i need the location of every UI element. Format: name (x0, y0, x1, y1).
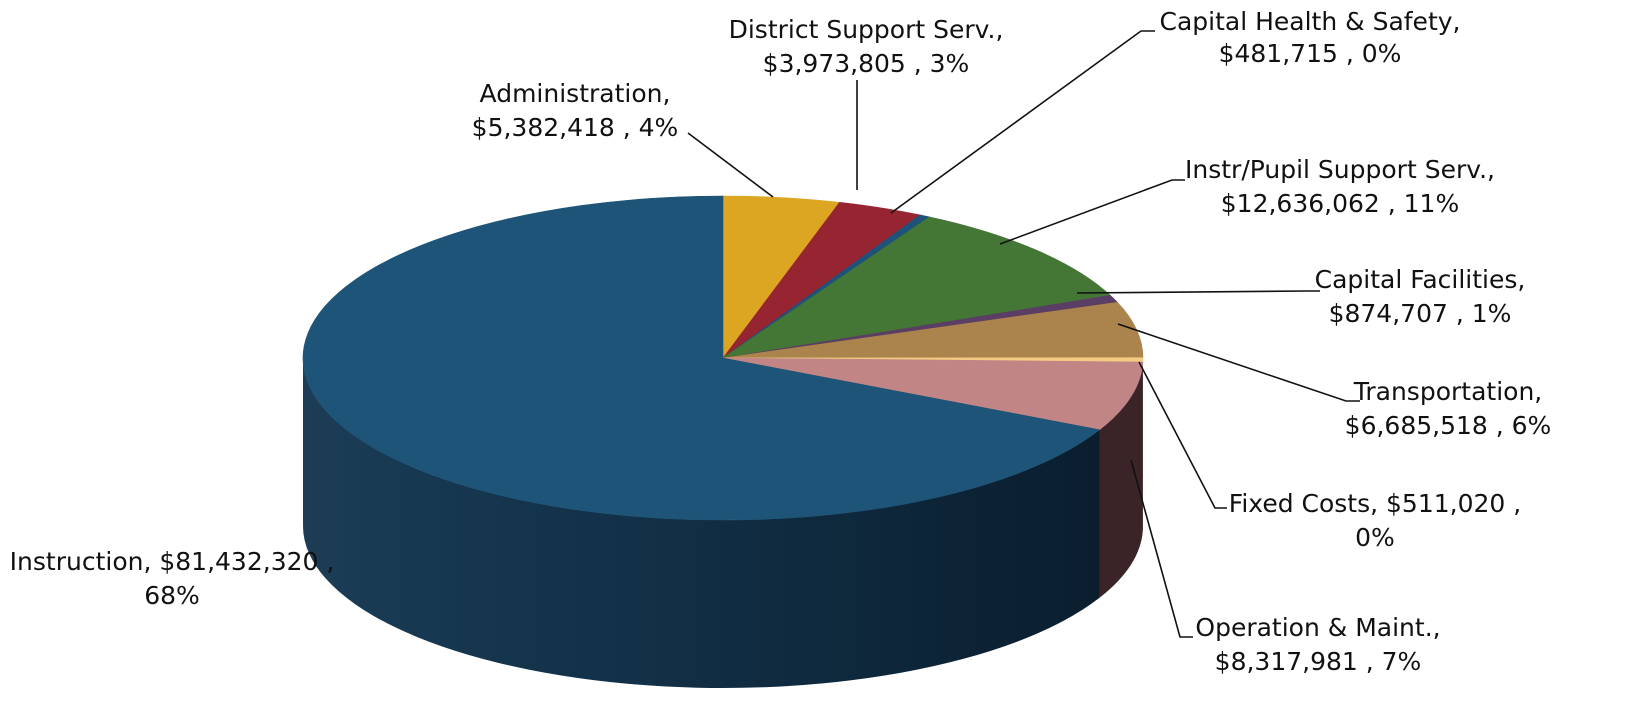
leader-line-transportation (1117, 323, 1360, 402)
pie-slice-instr-pupil-support-serv (722, 216, 1111, 359)
slice-value-label-district-support-serv: $3,973,805 , 3% (763, 49, 970, 78)
slice-label-administration: Administration, (480, 79, 671, 108)
slice-value-label-capital-facilities: $874,707 , 1% (1329, 299, 1512, 328)
leader-line-instr-pupil-support-serv (999, 179, 1185, 245)
pie-slice-instruction (302, 195, 1101, 521)
slice-label-capital-health-safety: Capital Health & Safety, (1159, 7, 1460, 36)
pie-slice-operation-maint (722, 357, 1144, 431)
leader-line-capital-facilities (1076, 290, 1320, 294)
slice-label-district-support-serv: District Support Serv., (729, 15, 1004, 44)
pie-labels-layer: Administration, $5,382,418 , 4% District S… (10, 7, 1552, 676)
slice-value-label-transportation: $6,685,518 , 6% (1345, 411, 1552, 440)
leader-line-capital-health-safety (890, 30, 1155, 214)
slice-label-instr-pupil-support-serv: Instr/Pupil Support Serv., (1185, 155, 1495, 184)
slice-label-capital-facilities: Capital Facilities, (1315, 265, 1526, 294)
pie-leader-lines-layer (687, 30, 1360, 638)
pie-side-instruction (303, 358, 1100, 689)
leader-line-operation-maint (1130, 459, 1193, 638)
slice-label-transportation: Transportation, (1353, 377, 1542, 406)
slice-value-label-instr-pupil-support-serv: $12,636,062 , 11% (1221, 189, 1459, 218)
slice-value-label-capital-health-safety: $481,715 , 0% (1219, 39, 1402, 68)
slice-label-instruction: Instruction, $81,432,320 , (10, 547, 335, 576)
slice-value-label-administration: $5,382,418 , 4% (472, 113, 679, 142)
slice-label-operation-maint: Operation & Maint., (1195, 613, 1440, 642)
slice-value-label-operation-maint: $8,317,981 , 7% (1215, 647, 1422, 676)
leader-line-administration (687, 132, 774, 198)
pie-slices-layer (302, 195, 1144, 521)
slice-value-label-fixed-costs: 0% (1355, 523, 1395, 552)
leader-line-fixed-costs (1138, 361, 1227, 509)
slice-label-fixed-costs: Fixed Costs, $511,020 , (1229, 489, 1521, 518)
slice-value-label-instruction: 68% (144, 581, 200, 610)
